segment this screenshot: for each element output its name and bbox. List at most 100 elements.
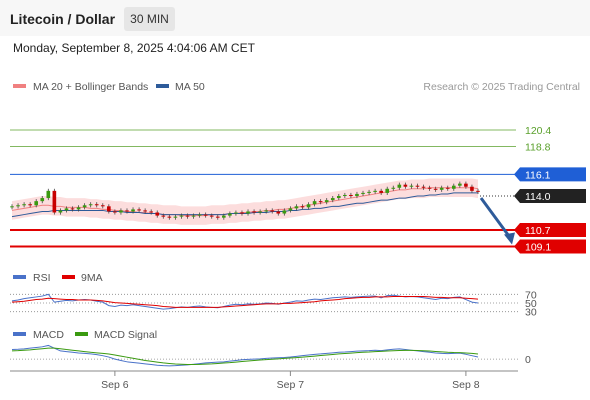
x-tick-label: Sep 8: [452, 379, 480, 391]
legend-label-macd: MACD: [33, 329, 64, 341]
candle-body: [336, 196, 341, 199]
candle-body: [427, 187, 432, 189]
candle-body: [470, 186, 474, 191]
instrument-title: Litecoin / Dollar: [10, 11, 116, 27]
candle-body: [476, 190, 480, 192]
candle-body: [143, 210, 147, 212]
price-badge-label-109.1: 109.1: [525, 242, 551, 254]
candle-body: [458, 183, 462, 186]
candle-body: [52, 190, 57, 213]
candle-body: [197, 214, 202, 216]
price-level-label-118.8: 118.8: [525, 142, 551, 154]
legend-swatch-rsi: [13, 275, 26, 279]
rsi-level-label-70: 70: [525, 289, 537, 301]
legend-label-rsi-ma: 9MA: [81, 272, 103, 284]
candle-body: [361, 192, 365, 194]
candle-body: [270, 210, 275, 212]
candle-body: [391, 187, 396, 189]
candle-body: [185, 215, 190, 217]
rsi-level-label-30: 30: [525, 307, 537, 319]
candle-body: [113, 211, 117, 213]
candle-body: [264, 210, 268, 212]
timeframe-badge[interactable]: 30 MIN: [124, 7, 175, 31]
candle-body: [46, 190, 51, 199]
candle-body: [76, 207, 81, 210]
candle-body: [294, 206, 299, 209]
legend-swatch-macd-signal: [75, 332, 88, 336]
rsi-ma-line: [11, 296, 479, 308]
macd-zero-label: 0: [525, 354, 531, 366]
macd-line: [11, 344, 479, 367]
candle-body: [258, 211, 262, 213]
x-tick-label: Sep 6: [101, 379, 129, 391]
legend-swatch-ma50: [156, 84, 169, 88]
ma20-line: [11, 187, 479, 217]
candle-body: [94, 204, 99, 206]
candle-body: [433, 188, 438, 190]
candle-body: [240, 212, 244, 214]
candle-body: [300, 206, 305, 208]
candle-body: [306, 204, 311, 208]
candle-body: [464, 183, 468, 187]
candle-body: [403, 184, 408, 187]
candle-body: [349, 194, 353, 196]
candle-body: [276, 211, 281, 214]
copyright-text: Research © 2025 Trading Central: [423, 81, 580, 93]
price-level-label-120.4: 120.4: [525, 125, 551, 137]
candle-body: [16, 205, 20, 207]
candle-body: [373, 190, 377, 192]
candle-body: [10, 206, 14, 208]
candle-body: [209, 215, 214, 217]
x-tick-label: Sep 7: [277, 379, 305, 391]
candle-body: [119, 210, 123, 213]
candle-body: [312, 201, 317, 205]
legend-swatch-ma20: [13, 84, 26, 88]
candle-body: [355, 193, 359, 196]
candle-body: [131, 209, 135, 212]
legend-label-ma20: MA 20 + Bollinger Bands: [33, 81, 148, 93]
candle-body: [58, 210, 63, 213]
candle-body: [137, 209, 141, 211]
legend-swatch-rsi-ma: [62, 275, 75, 279]
candle-body: [149, 211, 154, 213]
candle-body: [64, 208, 69, 211]
candle-body: [100, 205, 105, 207]
candle-body: [173, 216, 178, 218]
header-bar: Litecoin / Dollar 30 MIN: [0, 0, 590, 36]
candle-body: [330, 198, 335, 201]
candle-body: [246, 211, 250, 214]
price-badge-label-110.7: 110.7: [525, 225, 551, 237]
candle-body: [385, 188, 390, 193]
candle-body: [215, 216, 220, 218]
macd-pane: 0: [10, 344, 531, 367]
candle-body: [82, 205, 87, 208]
legend-swatch-macd: [13, 332, 26, 336]
candle-body: [203, 214, 208, 216]
candle-body: [191, 215, 196, 217]
candle-body: [125, 210, 129, 212]
candle-body: [397, 184, 402, 188]
candle-body: [439, 187, 444, 190]
candle-body: [318, 201, 323, 203]
candle-body: [179, 215, 184, 217]
candle-body: [34, 201, 39, 206]
candle-body: [415, 185, 420, 187]
candle-body: [70, 208, 75, 210]
candle-body: [421, 186, 426, 188]
candle-body: [88, 204, 93, 206]
price-badge-116.1: [514, 167, 586, 182]
candle-body: [234, 212, 238, 214]
price-badge-109.1: [514, 239, 586, 254]
candle-body: [409, 185, 414, 187]
price-badge-110.7: [514, 223, 586, 238]
x-axis: Sep 6 Sep 7 Sep 8: [101, 371, 480, 391]
forecast-arrow-shaft: [479, 197, 512, 239]
candle-body: [40, 198, 45, 202]
candle-body: [252, 211, 256, 213]
legend-label-macd-signal: MACD Signal: [94, 329, 157, 341]
candle-body: [161, 215, 166, 217]
ma50-line: [11, 192, 478, 218]
